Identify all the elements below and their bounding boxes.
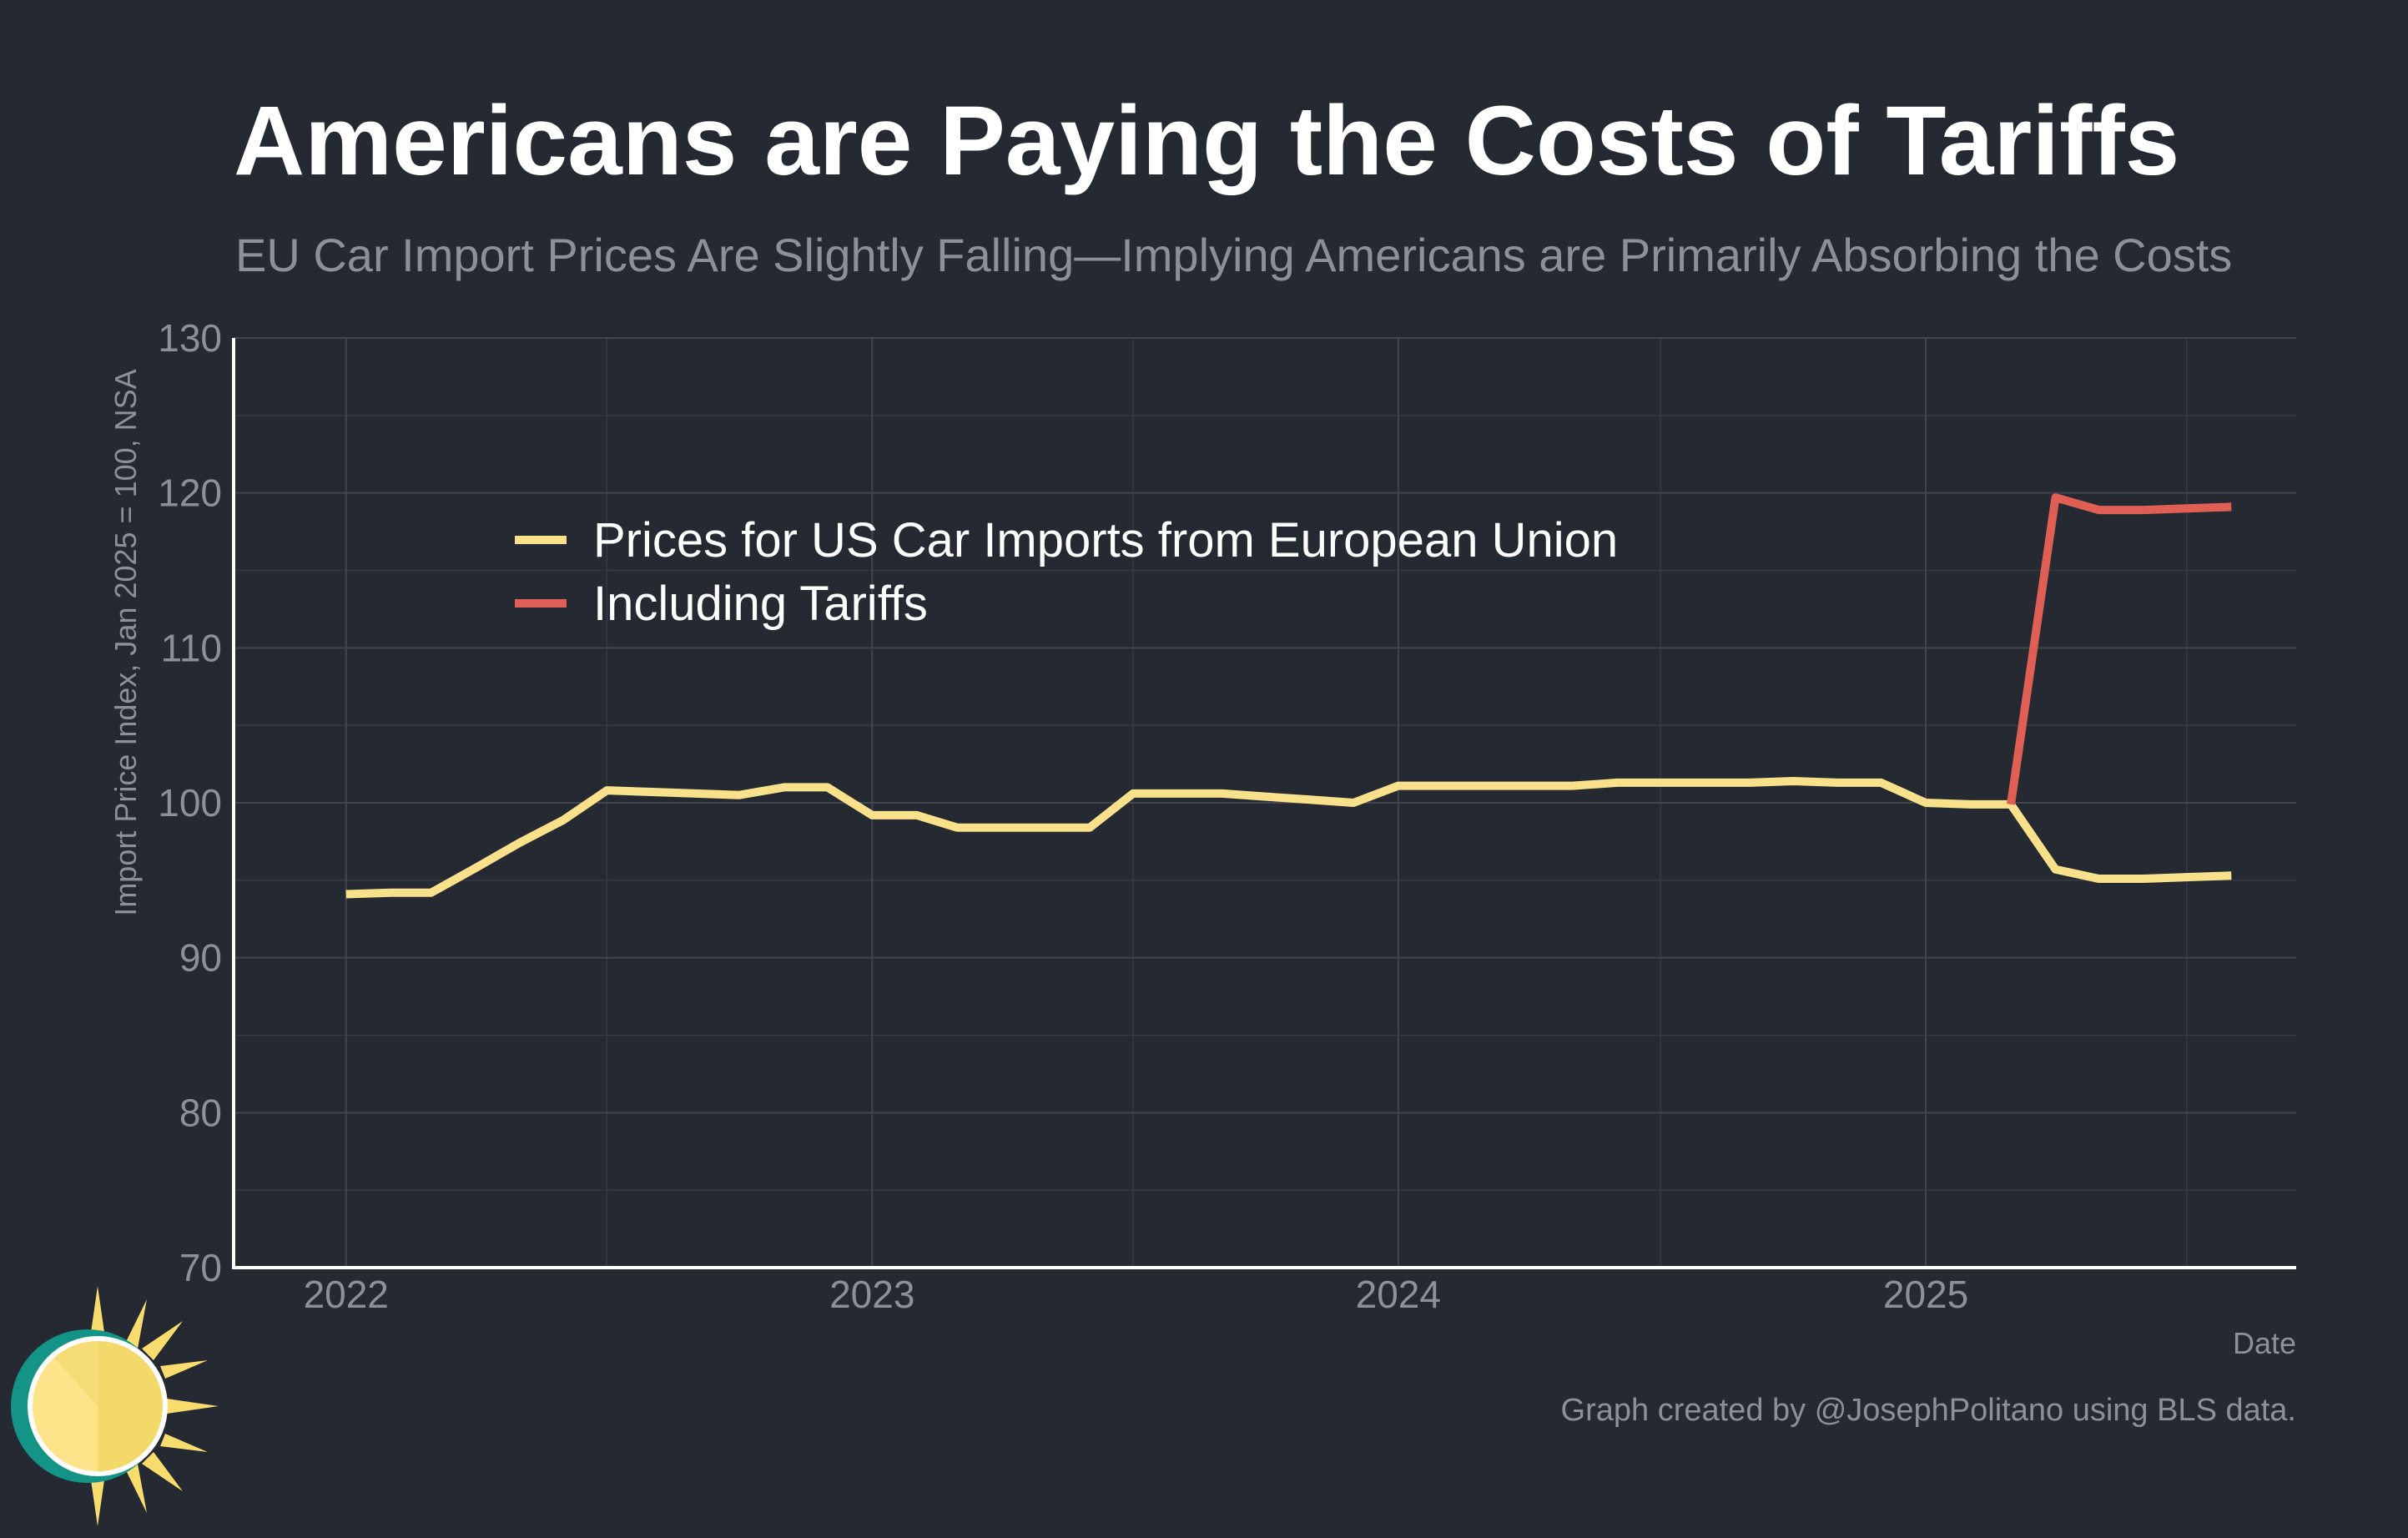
y-tick-label: 130 (158, 316, 222, 360)
y-axis-label: Import Price Index, Jan 2025 = 100, NSA (108, 369, 143, 915)
sun-logo-icon (11, 1286, 219, 1526)
footer-credit: Graph created by @JosephPolitano using B… (1561, 1393, 2296, 1428)
y-tick-label: 70 (179, 1246, 222, 1289)
x-tick-label: 2024 (1356, 1273, 1441, 1316)
x-tick-label: 2022 (304, 1273, 389, 1316)
y-tick-label: 100 (158, 781, 222, 824)
axes (232, 338, 2296, 1269)
legend-label-2: Including Tariffs (593, 577, 928, 631)
series-layer: Prices for US Car Imports from European … (345, 493, 2232, 899)
x-tick-labels: 2022 2023 2024 2025 (304, 1273, 1969, 1316)
x-tick-label: 2025 (1883, 1273, 1968, 1316)
y-tick-labels: 70 80 90 100 110 120 130 (158, 316, 222, 1289)
chart-subtitle: EU Car Import Prices Are Slightly Fallin… (235, 229, 2233, 281)
chart-title: Americans are Paying the Costs of Tariff… (234, 86, 2180, 196)
y-tick-label: 90 (179, 936, 222, 980)
series-line-2: Including Tariffs (2007, 493, 2232, 805)
series-line-1: Prices for US Car Imports from European … (345, 777, 2232, 899)
x-axis-label: Date (2233, 1326, 2296, 1360)
legend: Prices for US Car Imports from European … (515, 513, 1618, 631)
y-tick-label: 80 (179, 1091, 222, 1134)
y-tick-label: 110 (161, 626, 222, 669)
y-tick-label: 120 (158, 471, 222, 515)
x-tick-label: 2023 (829, 1273, 914, 1316)
legend-label-1: Prices for US Car Imports from European … (593, 513, 1618, 567)
